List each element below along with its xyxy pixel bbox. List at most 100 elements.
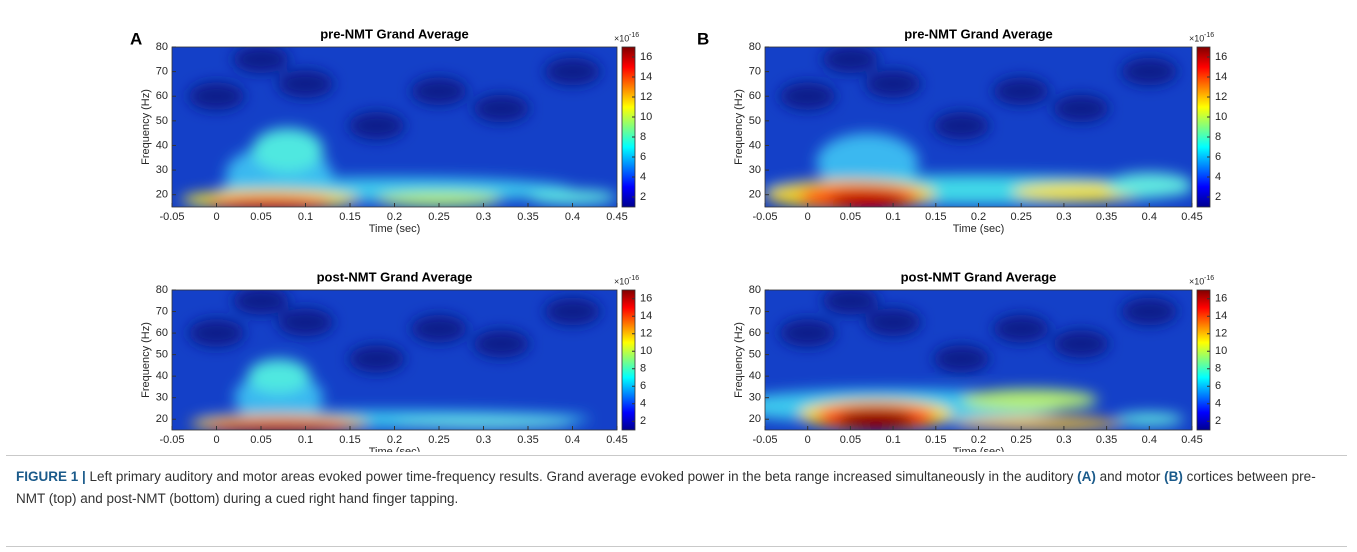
- heatmap-dark: [277, 308, 334, 337]
- colorbar-tick-label: 4: [640, 171, 646, 183]
- heatmap-blob: [225, 424, 333, 430]
- colorbar-base: ×10: [1189, 276, 1204, 286]
- heatmap-blobs: [180, 47, 617, 207]
- colorbar-exponent: -16: [629, 275, 639, 282]
- x-tick-label: 0.15: [339, 434, 360, 446]
- x-tick-label: -0.05: [159, 434, 184, 446]
- y-tick-label: 50: [749, 349, 761, 361]
- x-tick-label: 0.3: [476, 434, 491, 446]
- caption-text: and motor: [1095, 469, 1165, 484]
- heatmap-dark: [822, 290, 879, 315]
- x-tick-label: 0.4: [1142, 211, 1157, 223]
- colorbar-tick-label: 16: [640, 51, 652, 63]
- colorbar-tick-label: 2: [1215, 415, 1221, 427]
- heatmap-dark: [277, 69, 334, 98]
- y-tick-label: 30: [749, 392, 761, 404]
- chart-title: pre-NMT Grand Average: [320, 26, 469, 41]
- y-tick-label: 30: [156, 392, 168, 404]
- colorbar-exponent: -16: [1204, 275, 1214, 282]
- colorbar-tick-label: 6: [640, 151, 646, 163]
- colorbar-tick-label: 12: [640, 91, 652, 103]
- x-tick-label: 0.45: [606, 434, 627, 446]
- panel-label: A: [130, 29, 142, 48]
- heatmap-dark: [933, 111, 990, 140]
- heatmap: [765, 290, 1192, 430]
- heatmap-blob: [961, 389, 1099, 411]
- x-tick-label: 0.1: [885, 434, 900, 446]
- x-tick-label: 0.35: [1096, 434, 1117, 446]
- heatmap-blob: [252, 128, 324, 173]
- colorbar-tick-label: 6: [640, 380, 646, 392]
- colorbar-exponent: -16: [629, 32, 639, 39]
- x-axis-label: Time (sec): [953, 446, 1005, 452]
- x-tick-label: 0.25: [428, 211, 449, 223]
- colorbar-tick-label: 8: [640, 131, 646, 143]
- x-tick-label: 0.05: [840, 211, 861, 223]
- figure: A B pre-NMT Grand Average -0.05 0 0.05 0.1 0.…: [130, 26, 1227, 452]
- x-tick-label: 0.45: [606, 211, 627, 223]
- y-tick-label: 70: [749, 66, 761, 78]
- y-tick-label: 60: [749, 327, 761, 339]
- x-axis-label: Time (sec): [953, 223, 1005, 235]
- x-tick-label: -0.05: [752, 211, 777, 223]
- panel-label: B: [697, 29, 709, 48]
- heatmap-blob: [528, 189, 617, 205]
- y-axis-label: Frequency (Hz): [140, 89, 152, 165]
- heatmap-blob: [247, 358, 310, 394]
- y-tick-label: 60: [156, 327, 168, 339]
- colorbar: [621, 289, 636, 431]
- colorbar-tick-label: 16: [640, 293, 652, 305]
- heatmap-dark: [1052, 94, 1109, 123]
- heatmap-blob: [837, 408, 915, 430]
- x-tick-label: 0: [805, 434, 811, 446]
- x-tick-label: 0.1: [885, 211, 900, 223]
- x-tick-label: 0.15: [925, 434, 946, 446]
- heatmap-blob: [1106, 172, 1192, 198]
- heatmap-dark: [1121, 297, 1178, 326]
- colorbar-tick-label: 8: [1215, 363, 1221, 375]
- heatmap-dark: [933, 344, 990, 373]
- heatmap: [172, 290, 617, 430]
- colorbar-tick-label: 6: [1215, 151, 1221, 163]
- x-tick-label: 0.3: [1056, 211, 1071, 223]
- y-tick-label: 30: [749, 164, 761, 176]
- y-tick-label: 40: [749, 139, 761, 151]
- heatmap-dark: [473, 329, 530, 358]
- heatmap-blob: [1115, 412, 1184, 426]
- heatmap-dark: [822, 47, 879, 74]
- x-tick-label: 0.4: [1142, 434, 1157, 446]
- colorbar-tick-label: 10: [1215, 111, 1227, 123]
- y-tick-label: 20: [156, 189, 168, 201]
- x-tick-label: -0.05: [159, 211, 184, 223]
- colorbar-tick-label: 12: [640, 328, 652, 340]
- chart-title: post-NMT Grand Average: [317, 269, 473, 284]
- caption: FIGURE 1 | Left primary auditory and mot…: [6, 455, 1347, 547]
- colorbar-exponent: -16: [1204, 32, 1214, 39]
- heatmap-dark: [233, 290, 289, 315]
- colorbar-tick-label: 8: [1215, 131, 1221, 143]
- x-tick-label: 0.35: [1096, 211, 1117, 223]
- x-tick-label: 0.05: [250, 434, 271, 446]
- heatmap-dark: [233, 47, 289, 74]
- colorbar-tick-label: 10: [640, 345, 652, 357]
- heatmap-blob: [229, 200, 310, 207]
- x-tick-label: 0.2: [971, 434, 986, 446]
- heatmap-dark: [993, 314, 1050, 343]
- heatmap-dark: [779, 82, 836, 111]
- x-tick-label: 0.3: [1056, 434, 1071, 446]
- colorbar-tick-label: 12: [1215, 91, 1227, 103]
- y-tick-label: 20: [749, 413, 761, 425]
- x-tick-label: 0.4: [565, 211, 580, 223]
- y-tick-label: 80: [156, 284, 168, 296]
- x-tick-label: 0.3: [476, 211, 491, 223]
- y-tick-label: 80: [749, 284, 761, 296]
- y-tick-label: 40: [156, 139, 168, 151]
- heatmap-dark: [188, 319, 245, 348]
- x-tick-label: 0.15: [339, 211, 360, 223]
- caption-text: Left primary auditory and motor areas ev…: [85, 469, 1078, 484]
- x-tick-label: 0.2: [387, 434, 402, 446]
- colorbar: [1196, 46, 1211, 208]
- colorbar: [1196, 289, 1211, 431]
- y-tick-label: 50: [156, 349, 168, 361]
- heatmap-dark: [348, 111, 405, 140]
